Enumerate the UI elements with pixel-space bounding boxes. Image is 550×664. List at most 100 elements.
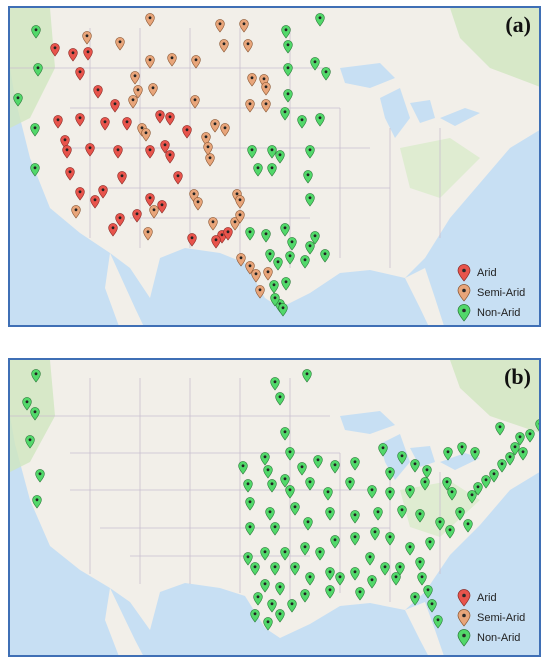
site-marker-icon[interactable] (285, 251, 295, 265)
site-marker-icon[interactable] (267, 163, 277, 177)
site-marker-icon[interactable] (108, 223, 118, 237)
site-marker-icon[interactable] (245, 522, 255, 536)
site-marker-icon[interactable] (250, 562, 260, 576)
site-marker-icon[interactable] (270, 522, 280, 536)
site-marker-icon[interactable] (470, 447, 480, 461)
site-marker-icon[interactable] (255, 285, 265, 299)
site-marker-icon[interactable] (13, 93, 23, 107)
site-marker-icon[interactable] (415, 509, 425, 523)
site-marker-icon[interactable] (245, 497, 255, 511)
site-marker-icon[interactable] (325, 507, 335, 521)
site-marker-icon[interactable] (243, 552, 253, 566)
site-marker-icon[interactable] (193, 197, 203, 211)
site-marker-icon[interactable] (115, 213, 125, 227)
site-marker-icon[interactable] (325, 567, 335, 581)
site-marker-icon[interactable] (267, 479, 277, 493)
site-marker-icon[interactable] (133, 85, 143, 99)
site-marker-icon[interactable] (191, 55, 201, 69)
site-marker-icon[interactable] (280, 427, 290, 441)
site-marker-icon[interactable] (330, 460, 340, 474)
site-marker-icon[interactable] (350, 510, 360, 524)
site-marker-icon[interactable] (385, 467, 395, 481)
site-marker-icon[interactable] (90, 195, 100, 209)
site-marker-icon[interactable] (149, 205, 159, 219)
site-marker-icon[interactable] (267, 599, 277, 613)
site-marker-icon[interactable] (243, 479, 253, 493)
site-marker-icon[interactable] (435, 517, 445, 531)
site-marker-icon[interactable] (385, 532, 395, 546)
site-marker-icon[interactable] (467, 490, 477, 504)
site-marker-icon[interactable] (250, 609, 260, 623)
site-marker-icon[interactable] (157, 200, 167, 214)
site-marker-icon[interactable] (261, 99, 271, 113)
site-marker-icon[interactable] (31, 369, 41, 383)
site-marker-icon[interactable] (481, 475, 491, 489)
site-marker-icon[interactable] (510, 442, 520, 456)
site-marker-icon[interactable] (145, 13, 155, 27)
site-marker-icon[interactable] (22, 397, 32, 411)
site-marker-icon[interactable] (239, 19, 249, 33)
site-marker-icon[interactable] (31, 25, 41, 39)
site-marker-icon[interactable] (505, 452, 515, 466)
site-marker-icon[interactable] (143, 227, 153, 241)
site-marker-icon[interactable] (495, 422, 505, 436)
site-marker-icon[interactable] (305, 241, 315, 255)
site-marker-icon[interactable] (115, 37, 125, 51)
site-marker-icon[interactable] (497, 459, 507, 473)
site-marker-icon[interactable] (267, 145, 277, 159)
site-marker-icon[interactable] (315, 113, 325, 127)
site-marker-icon[interactable] (290, 502, 300, 516)
site-marker-icon[interactable] (350, 567, 360, 581)
site-marker-icon[interactable] (443, 447, 453, 461)
site-marker-icon[interactable] (215, 19, 225, 33)
site-marker-icon[interactable] (310, 57, 320, 71)
site-marker-icon[interactable] (300, 589, 310, 603)
site-marker-icon[interactable] (323, 487, 333, 501)
site-marker-icon[interactable] (62, 145, 72, 159)
site-marker-icon[interactable] (190, 95, 200, 109)
site-marker-icon[interactable] (201, 132, 211, 146)
site-marker-icon[interactable] (290, 562, 300, 576)
site-marker-icon[interactable] (100, 117, 110, 131)
site-marker-icon[interactable] (285, 447, 295, 461)
site-marker-icon[interactable] (245, 261, 255, 275)
site-marker-icon[interactable] (420, 477, 430, 491)
site-marker-icon[interactable] (247, 145, 257, 159)
site-marker-icon[interactable] (145, 145, 155, 159)
site-marker-icon[interactable] (270, 377, 280, 391)
site-marker-icon[interactable] (305, 477, 315, 491)
site-marker-icon[interactable] (422, 465, 432, 479)
site-marker-icon[interactable] (313, 455, 323, 469)
site-marker-icon[interactable] (275, 392, 285, 406)
site-marker-icon[interactable] (287, 237, 297, 251)
site-marker-icon[interactable] (263, 465, 273, 479)
site-marker-icon[interactable] (455, 507, 465, 521)
site-marker-icon[interactable] (350, 532, 360, 546)
site-marker-icon[interactable] (302, 369, 312, 383)
site-marker-icon[interactable] (173, 171, 183, 185)
site-marker-icon[interactable] (130, 71, 140, 85)
site-marker-icon[interactable] (270, 293, 280, 307)
site-marker-icon[interactable] (110, 99, 120, 113)
site-marker-icon[interactable] (235, 195, 245, 209)
site-marker-icon[interactable] (261, 229, 271, 243)
site-marker-icon[interactable] (219, 39, 229, 53)
site-marker-icon[interactable] (415, 557, 425, 571)
site-marker-icon[interactable] (315, 13, 325, 27)
site-marker-icon[interactable] (297, 462, 307, 476)
site-marker-icon[interactable] (330, 535, 340, 549)
site-marker-icon[interactable] (68, 48, 78, 62)
site-marker-icon[interactable] (238, 461, 248, 475)
site-marker-icon[interactable] (260, 452, 270, 466)
site-marker-icon[interactable] (113, 145, 123, 159)
site-marker-icon[interactable] (245, 99, 255, 113)
site-marker-icon[interactable] (53, 115, 63, 129)
site-marker-icon[interactable] (30, 163, 40, 177)
site-marker-icon[interactable] (320, 249, 330, 263)
site-marker-icon[interactable] (535, 419, 541, 432)
site-marker-icon[interactable] (145, 193, 155, 207)
site-marker-icon[interactable] (145, 55, 155, 69)
site-marker-icon[interactable] (355, 587, 365, 601)
site-marker-icon[interactable] (525, 429, 535, 443)
site-marker-icon[interactable] (261, 82, 271, 96)
